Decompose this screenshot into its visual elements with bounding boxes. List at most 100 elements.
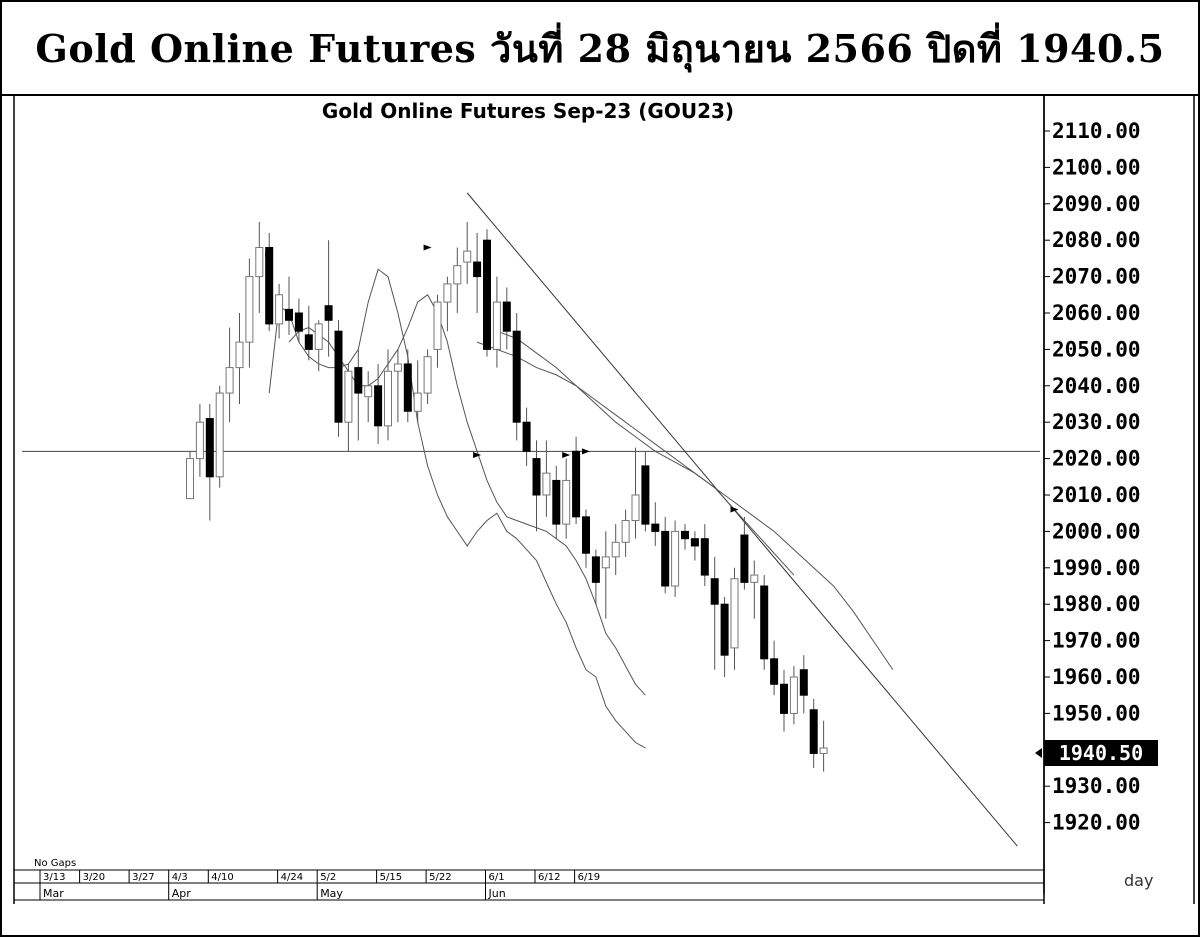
last-price-tag: 1940.50 [1035,740,1158,766]
candle-body [809,709,818,754]
candle-body [393,363,402,372]
candle [393,349,402,423]
candle [522,407,531,466]
candle [443,276,452,332]
candle [552,465,561,539]
candle-body [324,305,333,321]
y-tick-label: 1960.00 [1052,665,1141,689]
candle [403,349,412,423]
candle-body [433,301,442,350]
header-bar: Gold Online Futures วันที่ 28 มิถุนายน 2… [2,2,1198,96]
candle [512,313,521,441]
y-tick-label: 2070.00 [1052,265,1141,289]
candle [760,575,769,670]
candle-body [611,541,620,558]
candle-body [690,538,699,547]
candle [681,524,689,550]
candle [285,276,293,335]
y-tick-label: 1990.00 [1052,556,1141,580]
candle [374,363,383,445]
candle-body [601,556,610,569]
candle [710,556,719,670]
candle-body [423,356,432,394]
signal-marker [265,251,274,258]
moving-average-line-1 [268,268,646,749]
markers [265,244,739,513]
candle [255,222,264,313]
candle [215,385,224,488]
candle [413,360,422,423]
candle [809,698,818,768]
y-tick-label: 2060.00 [1052,301,1141,325]
candle [364,371,373,423]
candles [186,222,828,772]
y-tick-label: 2100.00 [1052,155,1141,179]
candle [780,669,788,732]
candle [245,258,254,368]
candle-body [334,330,343,423]
candle [591,549,600,605]
candle [542,440,551,517]
candle-body [285,308,293,321]
y-tick-label: 1930.00 [1052,774,1141,798]
y-tick-label: 2000.00 [1052,519,1141,543]
chart-title: Gold Online Futures Sep-23 (GOU23) [322,99,734,123]
y-tick-label: 2110.00 [1052,119,1141,143]
candle [582,509,590,568]
last-price-label: 1940.50 [1059,741,1143,765]
x-tick-label: 5/22 [429,872,451,883]
candle-body [780,683,788,714]
signal-marker [562,451,571,458]
candle-body [522,421,531,452]
y-tick-label: 2020.00 [1052,447,1141,471]
candle-body [215,392,224,478]
candle-body [512,330,521,423]
candle-body [572,450,581,518]
candle-body [195,421,204,460]
x-tick-label: 3/13 [43,872,65,883]
candle [770,640,779,696]
y-tick-label: 2010.00 [1052,483,1141,507]
candle [463,222,472,284]
candle-body [384,370,392,427]
candle-body [304,334,313,350]
candle [354,349,363,441]
candle-body [364,385,373,398]
candle [819,720,828,772]
x-tick-label: 3/27 [132,872,154,883]
page-title: Gold Online Futures วันที่ 28 มิถุนายน 2… [35,25,1165,71]
candle-body [205,418,214,478]
candlestick-chart: Gold Online Futures Sep-23 (GOU23) 2110.… [13,94,1195,904]
x-month-label: Mar [43,887,64,900]
candle [473,232,482,313]
candle-body [641,465,650,525]
last-price-box [1044,740,1158,766]
candle-body [265,246,274,325]
candle [294,298,303,343]
candle-body [720,603,729,656]
candle [700,524,709,586]
moving-average-line-3 [476,341,894,671]
candle [651,502,660,546]
candle [304,305,313,361]
candle-body [255,246,264,278]
candle-body [294,312,303,332]
y-tick-label: 1920.00 [1052,811,1141,835]
candle-body [799,669,808,696]
candle [453,247,462,313]
candle [562,458,571,539]
candle [720,596,729,677]
candle [195,404,204,477]
candle-body [502,301,511,332]
candle-body [413,392,422,412]
x-tick-label: 5/15 [380,872,402,883]
overlay-lines [22,192,1040,847]
candle [730,567,739,670]
last-price-pointer [1035,748,1042,758]
candle [799,655,808,714]
candle-body [532,458,541,496]
candle-body [463,250,472,263]
candle-body [710,578,719,605]
candle [621,509,630,557]
candle [423,349,432,404]
